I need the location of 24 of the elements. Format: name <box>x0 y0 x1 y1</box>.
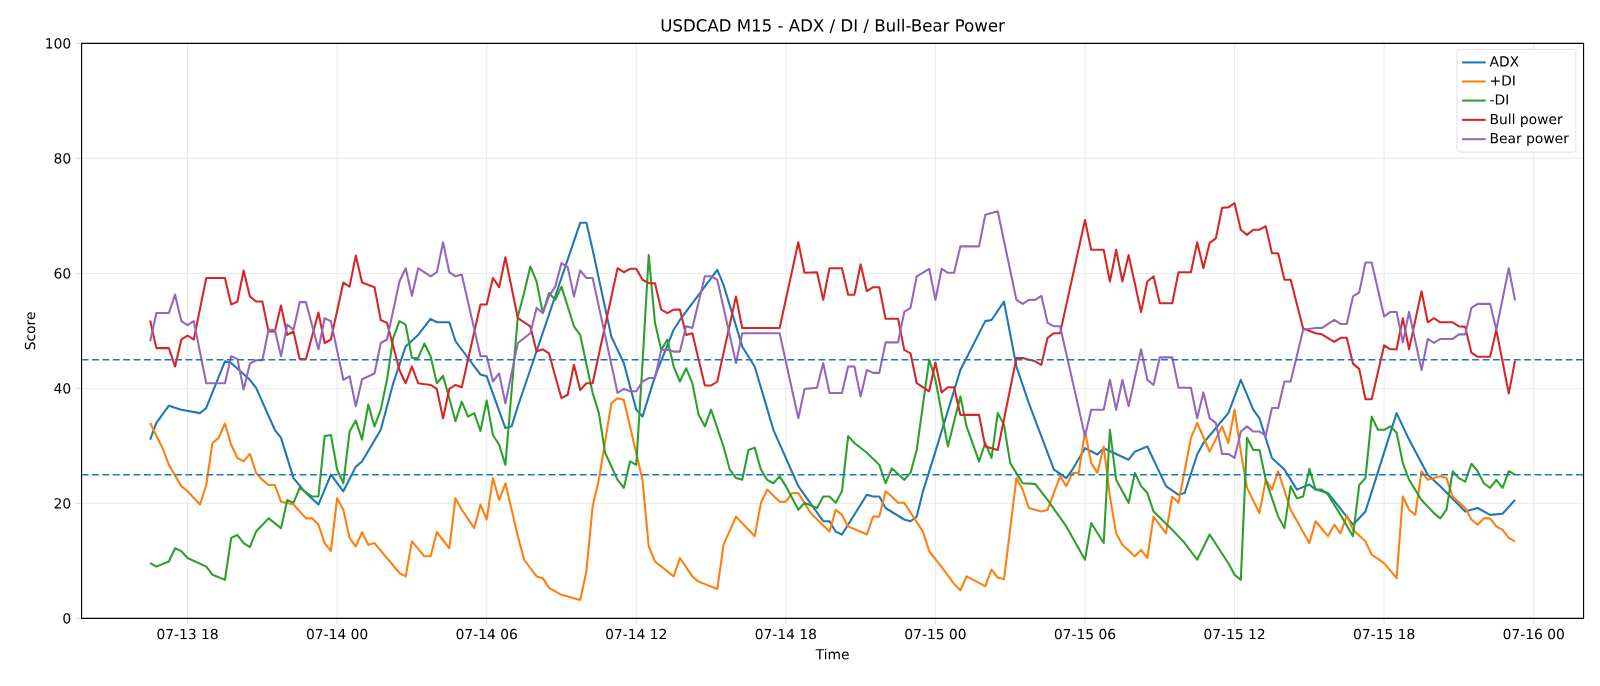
y-tick-label: 100 <box>46 38 71 49</box>
x-tick-label: 07-15 12 <box>1204 628 1265 640</box>
legend-label: +DI <box>1491 75 1515 86</box>
x-tick-label: 07-16 00 <box>1503 628 1564 640</box>
legend-label: Bull power <box>1490 113 1563 127</box>
legend-label: ADX <box>1489 56 1519 67</box>
y-tick-label: 40 <box>54 383 71 394</box>
legend-label: -DI <box>1490 94 1508 105</box>
x-tick-label: 07-14 00 <box>306 628 368 640</box>
x-tick-label: 07-15 18 <box>1353 628 1415 640</box>
y-tick-label: 60 <box>54 268 71 279</box>
legend-label: Bear power <box>1490 133 1569 147</box>
y-tick-label: 20 <box>54 498 71 509</box>
x-tick-label: 07-14 12 <box>606 628 666 640</box>
x-tick-label: 07-15 00 <box>905 628 966 640</box>
x-tick-label: 07-15 06 <box>1054 628 1116 640</box>
y-axis-title: Score <box>24 312 36 350</box>
x-tick-label: 07-14 06 <box>456 628 517 640</box>
y-tick-label: 0 <box>63 613 71 624</box>
x-axis-title: Time <box>815 648 849 660</box>
y-tick-label: 80 <box>54 153 71 164</box>
x-tick-label: 07-14 18 <box>755 628 816 640</box>
x-tick-label: 07-13 18 <box>157 628 218 640</box>
chart-title: USDCAD M15 - ADX / DI / Bull-Bear Power <box>661 18 1005 33</box>
